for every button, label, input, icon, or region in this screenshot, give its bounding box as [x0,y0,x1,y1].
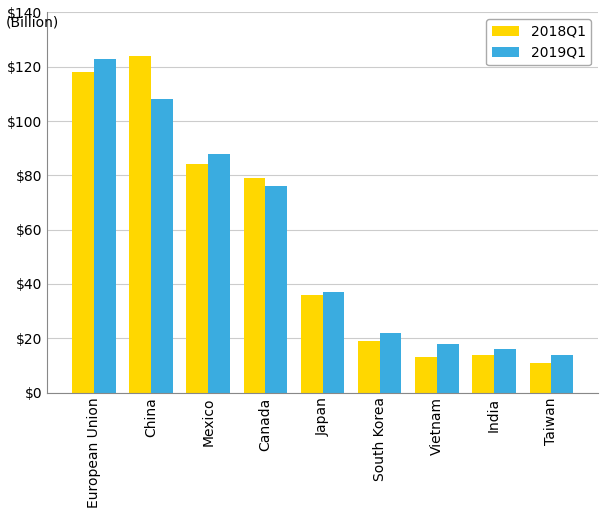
Bar [494,349,516,392]
Bar [358,341,380,392]
Bar [151,99,173,392]
Bar [473,354,494,392]
Bar [266,186,287,392]
Bar [129,56,151,392]
Bar [186,164,208,392]
Bar [380,333,402,392]
Bar [551,354,573,392]
Bar [72,72,94,392]
Bar [437,344,459,392]
Bar [529,363,551,392]
Bar [322,292,344,392]
Bar [415,357,437,392]
Text: (Billion): (Billion) [6,15,59,29]
Legend: 2018Q1, 2019Q1: 2018Q1, 2019Q1 [486,20,591,65]
Bar [208,153,230,392]
Bar [301,295,322,392]
Bar [94,59,116,392]
Bar [244,178,266,392]
